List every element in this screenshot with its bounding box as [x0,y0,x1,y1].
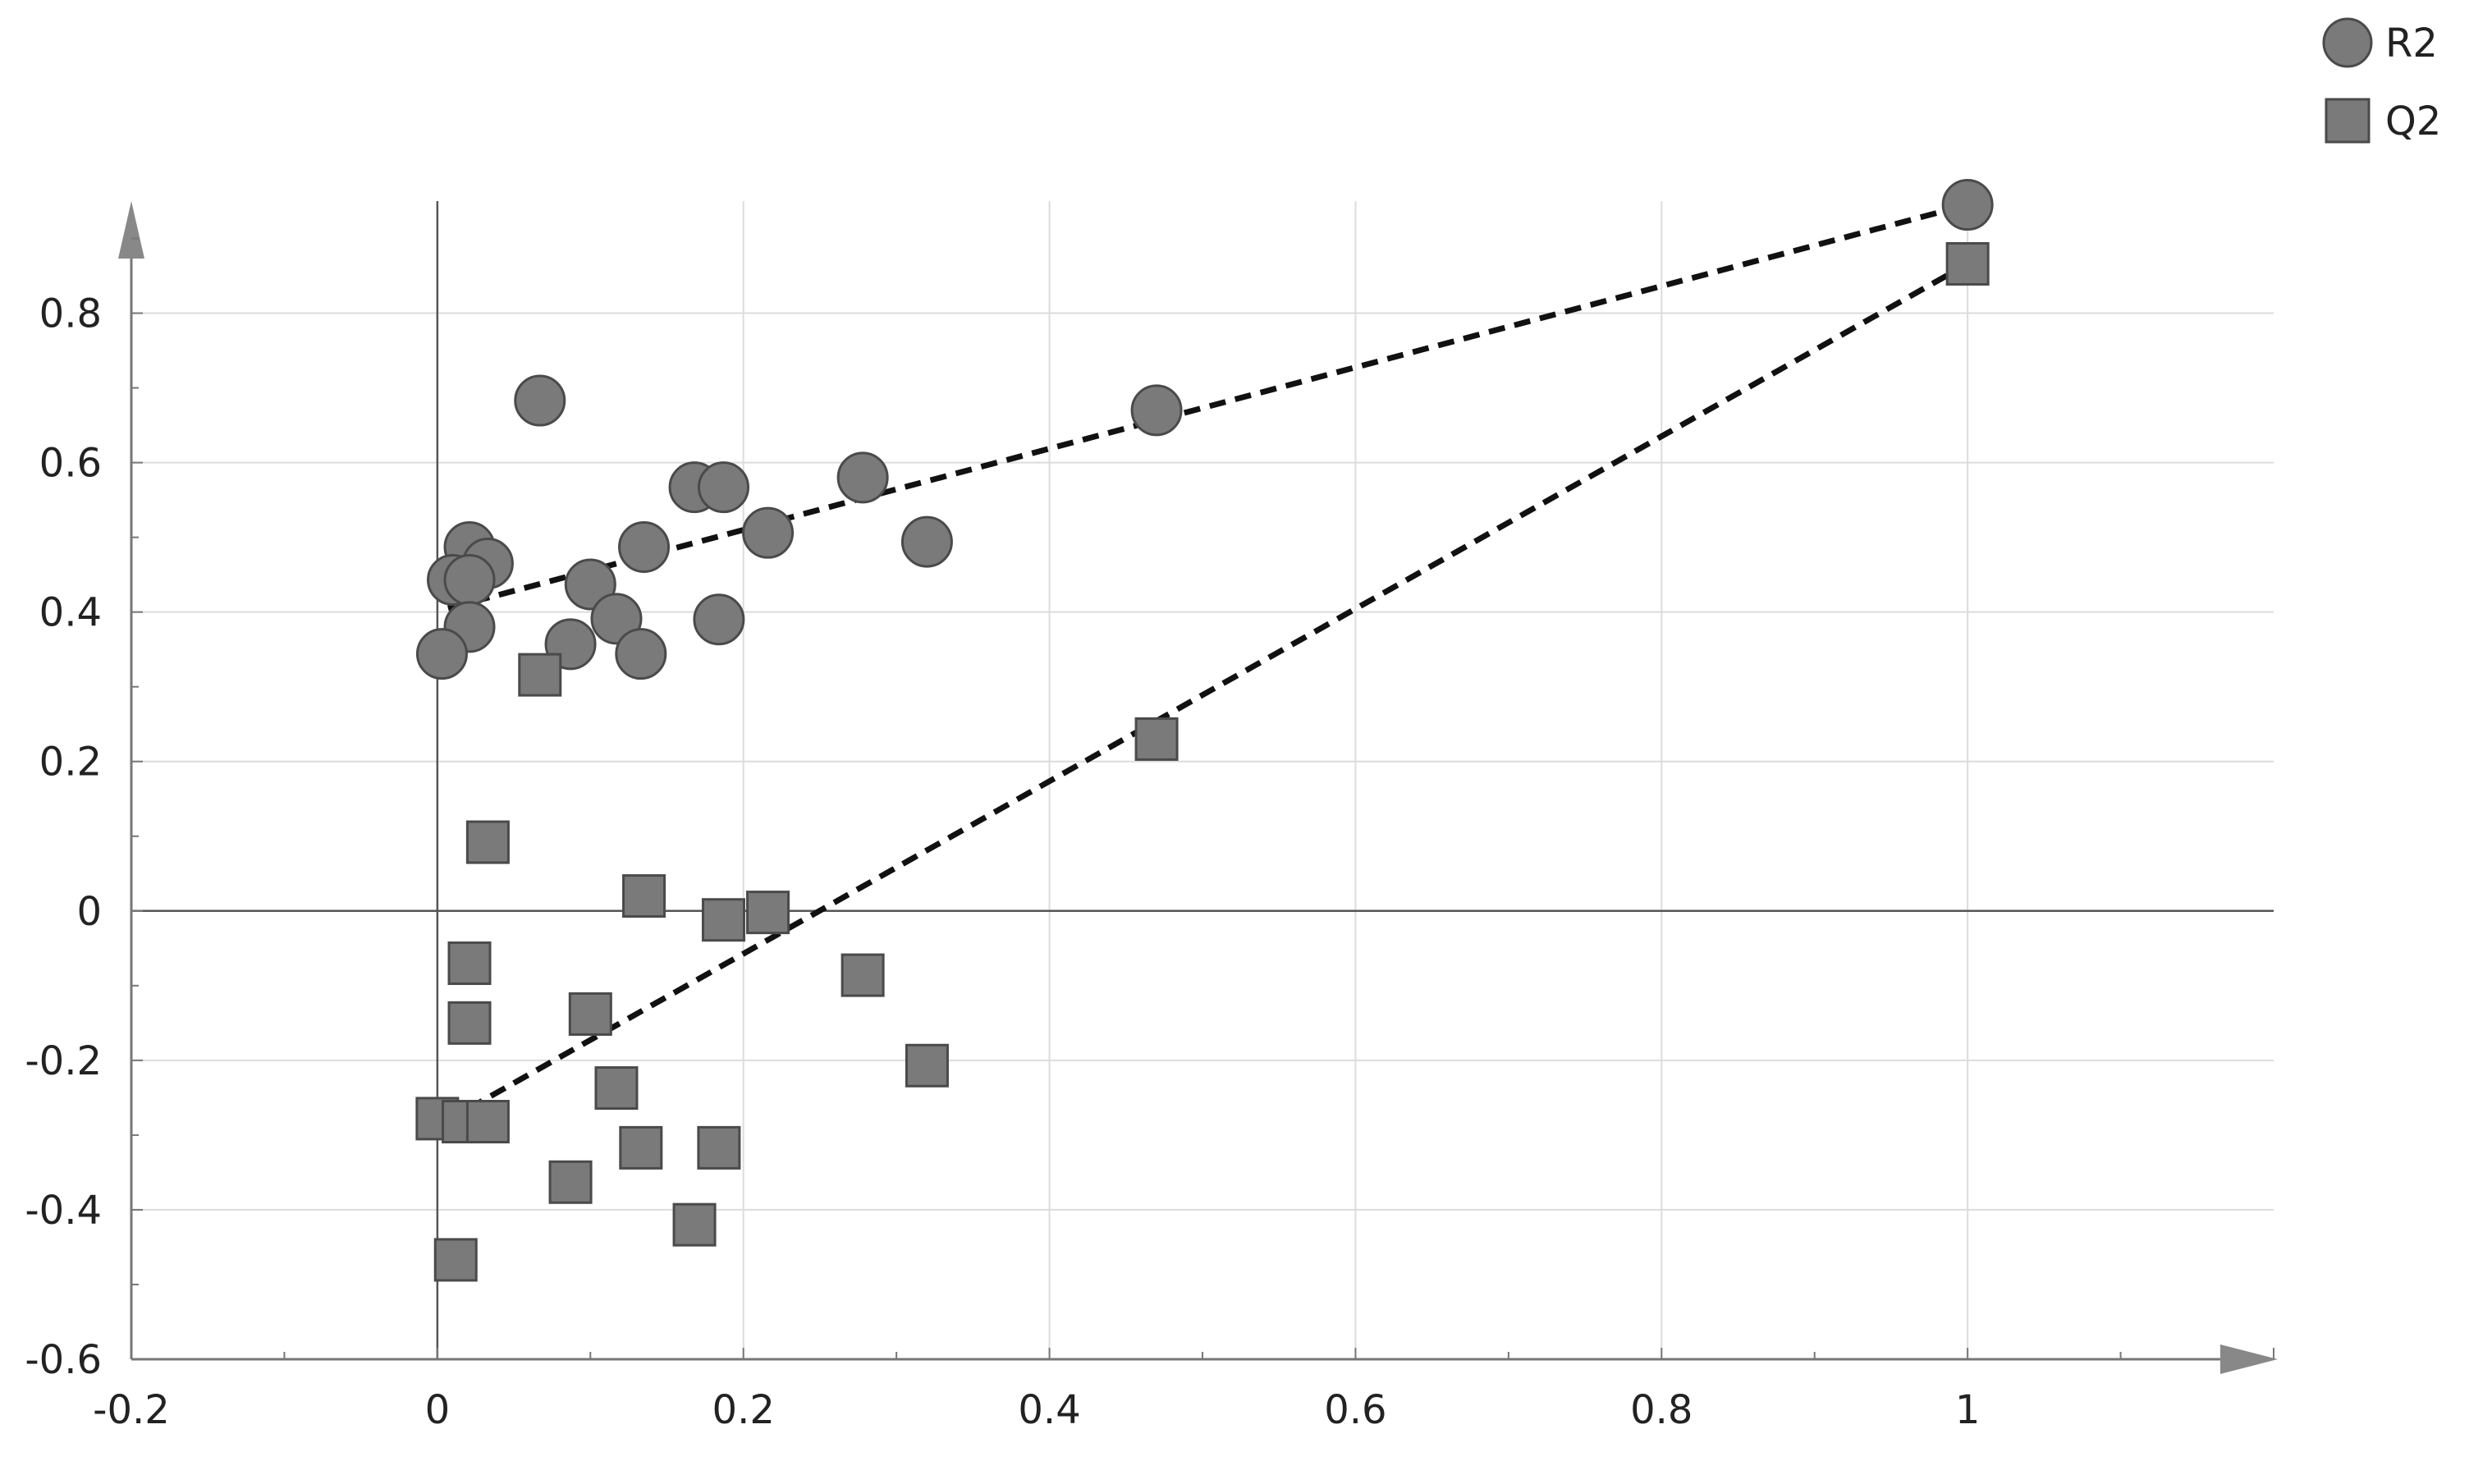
x-tick-label: 0.8 [1630,1387,1693,1433]
r2-point [836,451,889,504]
r2-point [443,554,496,607]
r2-point [615,628,667,680]
q2-point [568,992,612,1036]
r2-point [514,374,566,427]
ticks: -0.2 0 0.2 0.4 0.6 0.8 1 -0.6 -0.4 -0.2 0 0.2 0.4 0.6… [25,237,2274,1433]
r2-point [1941,179,1994,231]
r2-trend-line [447,202,1969,611]
y-tick-label: 0.6 [39,441,102,487]
y-tick-label: 0.8 [39,291,102,337]
axes [118,201,2278,1374]
legend-r2-label: R2 [2385,21,2438,66]
q2-point [548,1160,593,1204]
y-tick-label: 0 [76,889,102,935]
q2-point [594,1066,639,1111]
data-points [415,179,1994,1282]
q2-point [1945,241,1990,286]
x-tick-label: -0.2 [93,1387,170,1433]
r2-point [564,558,616,611]
r2-point [618,520,671,573]
y-tick-label: 0.2 [39,740,102,786]
q2-point [697,1125,741,1170]
q2-point [518,653,562,697]
q2-point [622,874,666,918]
legend-q2-marker [2325,98,2371,144]
legend-r2-marker [2322,17,2373,68]
q2-point [465,1100,510,1144]
y-tick-label: -0.6 [25,1337,102,1383]
q2-point [841,953,885,997]
q2-point [746,891,790,935]
x-tick-label: 0.6 [1324,1387,1386,1433]
q2-point [672,1202,717,1247]
r2-point [415,628,468,680]
q2-point [447,941,492,986]
y-tick-label: -0.4 [25,1188,102,1234]
x-tick-label: 0.2 [712,1387,775,1433]
q2-point [447,1001,492,1045]
q2-point [433,1238,478,1282]
legend: R2 Q2 [2322,17,2441,144]
legend-q2-label: Q2 [2385,98,2441,144]
r2-point [1130,384,1183,437]
x-tick-label: 1 [1955,1387,1981,1433]
q2-point [905,1043,949,1088]
q2-point [465,820,510,864]
trend-lines [447,202,1969,1112]
y-tick-label: -0.2 [25,1038,102,1084]
q2-point [619,1125,663,1170]
q2-trend-line [466,261,1969,1112]
q2-point [701,898,745,942]
q2-point [1134,717,1179,761]
r2-point [742,506,795,559]
r2-point [697,461,749,514]
y-axis-arrow [118,201,144,259]
r2-point [693,593,745,646]
r2-point [900,515,953,568]
grid [131,201,2274,1359]
y-tick-label: 0.4 [39,590,102,636]
x-tick-label: 0 [425,1387,451,1433]
x-tick-label: 0.4 [1018,1387,1080,1433]
x-axis-arrow [2220,1344,2278,1374]
